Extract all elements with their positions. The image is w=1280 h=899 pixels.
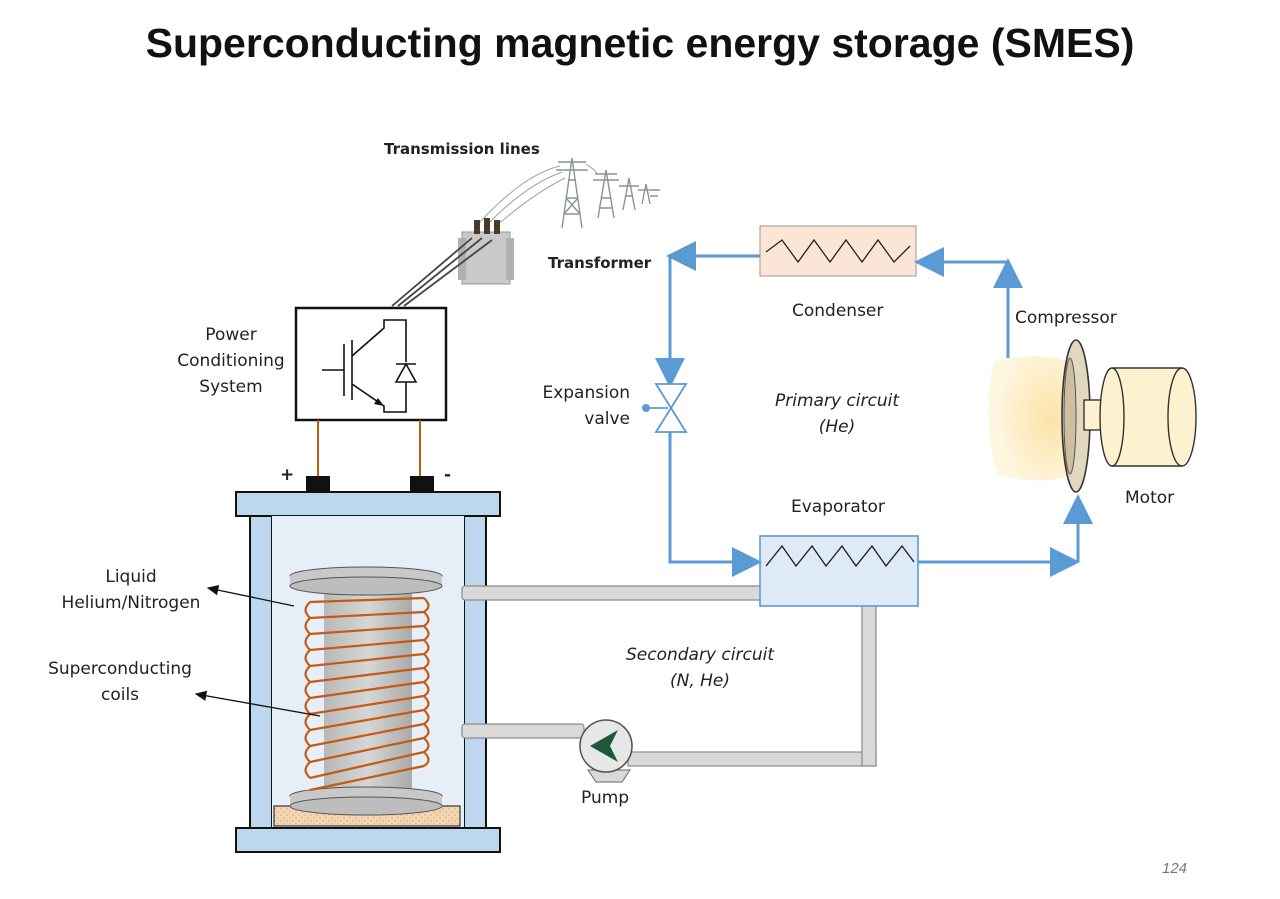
liquid-label-line1: Liquid <box>105 567 157 587</box>
page-number: 124 <box>1162 860 1188 877</box>
pcs-label-line3: System <box>199 377 263 397</box>
expansion-valve-label: Expansion valve <box>520 380 630 432</box>
compressor-label: Compressor <box>1015 308 1117 328</box>
secondary-label-line2: (N, He) <box>669 671 731 691</box>
superconducting-coil <box>289 566 443 816</box>
pcs-label-line2: Conditioning <box>177 351 285 371</box>
primary-circuit-label: Primary circuit (He) <box>757 388 917 440</box>
expansion-valve-icon <box>642 383 688 433</box>
liquid-label-line2: Helium/Nitrogen <box>61 593 201 613</box>
transmission-towers-icon <box>556 157 660 229</box>
motor-icon <box>1083 367 1197 467</box>
page-title: Superconducting magnetic energy storage … <box>145 20 1135 66</box>
transformer-label: Transformer <box>548 254 652 272</box>
pump-icon <box>579 719 633 783</box>
igbt-symbol-icon <box>322 319 407 413</box>
secondary-circuit-pipes <box>461 585 877 767</box>
primary-circuit-flow <box>655 241 1093 577</box>
negative-terminal <box>410 476 434 492</box>
expansion-label-line2: valve <box>584 409 630 429</box>
motor-label: Motor <box>1125 488 1175 508</box>
power-conditioning-system <box>294 306 448 422</box>
pump-label: Pump <box>581 788 630 808</box>
compressor-icon <box>988 339 1091 493</box>
power-conditioning-system-label: Power Conditioning System <box>166 322 296 400</box>
primary-label-line1: Primary circuit <box>775 391 899 411</box>
superconducting-coils-label: Superconducting coils <box>40 656 200 708</box>
secondary-label-line1: Secondary circuit <box>625 645 774 665</box>
transmission-lines-label: Transmission lines <box>384 140 540 158</box>
minus-sign: - <box>444 465 452 485</box>
condenser <box>759 225 917 277</box>
secondary-circuit-label: Secondary circuit (N, He) <box>610 642 790 694</box>
plus-sign: + <box>280 465 295 485</box>
liquid-helium-nitrogen-label: Liquid Helium/Nitrogen <box>46 564 216 616</box>
expansion-label-line1: Expansion <box>542 383 630 403</box>
evaporator <box>759 535 919 607</box>
coils-label-line1: Superconducting <box>48 659 192 679</box>
primary-label-line2: (He) <box>818 417 856 437</box>
condenser-label: Condenser <box>792 301 884 321</box>
positive-terminal <box>306 476 330 492</box>
pointer-arrows <box>194 585 321 717</box>
evaporator-label: Evaporator <box>791 497 885 517</box>
transformer-to-pcs-lines <box>391 237 493 307</box>
pcs-label-line1: Power <box>205 325 257 345</box>
coils-label-line2: coils <box>100 685 140 705</box>
